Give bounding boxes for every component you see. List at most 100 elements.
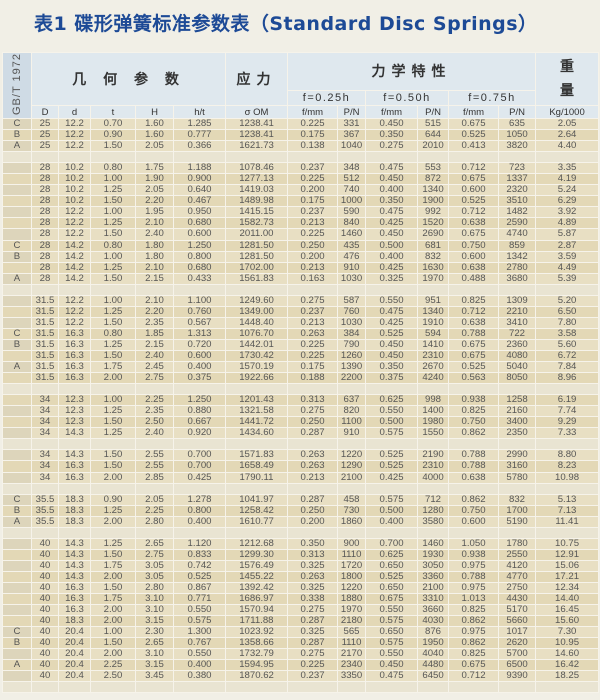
cell-stress: 1570.94 [225,604,289,617]
cell-f-050: 0.550 [365,648,419,661]
cell-f-050: 0.625 [365,548,419,561]
empty-cell [172,151,227,164]
table-row: B 40 20.4 1.50 2.65 0.767 1358.66 0.287 1110 0.57… [2,637,600,650]
empty-cell [135,681,174,694]
empty-cell [31,383,59,396]
separator-row [2,438,600,451]
cell-f-025: 0.338 [287,593,339,606]
grade-cell [2,184,32,197]
cell-h-over-t: 0.366 [172,140,227,153]
cell-d-outer: 40 [31,559,59,572]
cell-d-outer: 31.5 [31,361,59,374]
empty-cell [90,526,136,539]
cell-d-inner: 16.3 [58,460,91,473]
cell-thickness: 2.00 [90,515,136,528]
cell-f-025: 0.313 [287,548,339,561]
column-header-d-inner: d [58,105,91,119]
column-header-p-025: P/N [337,105,367,119]
empty-cell [2,526,32,539]
cell-p-075: 3820 [498,140,537,153]
cell-height: 1.85 [135,327,174,340]
grade-cell: B [2,504,32,517]
cell-weight: 5.20 [535,294,600,307]
cell-h-over-t: 0.525 [172,570,227,583]
cell-thickness: 1.50 [90,581,136,595]
empty-cell [448,438,500,451]
cell-d-inner: 18.3 [58,615,91,628]
empty-cell [225,283,289,296]
cell-p-025: 2100 [337,471,367,484]
cell-f-025: 0.163 [287,272,339,285]
grade-cell: C [2,117,32,131]
cell-f-025: 0.237 [287,305,339,318]
cell-p-075: 832 [498,493,537,506]
cell-f-050: 0.450 [365,228,419,241]
cell-p-075: 5190 [498,515,537,528]
cell-d-outer: 31.5 [31,372,59,385]
cell-p-025: 384 [337,327,367,340]
cell-f-075: 0.862 [448,427,500,440]
cell-weight: 8.96 [535,372,600,385]
cell-weight: 2.87 [535,239,600,252]
cell-d-inner: 12.2 [58,217,91,230]
grade-cell [2,559,32,572]
deflection-075-header: f=0.75h [448,89,537,107]
cell-p-075: 1700 [498,504,537,517]
cell-stress: 1732.79 [225,648,289,661]
cell-h-over-t: 0.425 [172,471,227,484]
cell-p-075: 3680 [498,272,537,285]
cell-d-inner: 10.2 [58,162,91,175]
cell-p-050: 2690 [417,228,450,241]
cell-d-inner: 16.3 [58,581,91,595]
cell-weight: 14.40 [535,593,600,606]
cell-weight: 3.58 [535,327,600,340]
cell-f-075: 0.525 [448,195,500,208]
empty-cell [58,526,91,539]
cell-p-025: 900 [337,537,367,550]
cell-weight: 18.25 [535,670,600,683]
cell-f-075: 0.750 [448,239,500,252]
cell-f-050: 0.350 [365,361,419,374]
cell-p-050: 3310 [417,593,450,606]
grade-cell: A [2,140,32,153]
cell-d-inner: 16.3 [58,349,91,363]
cell-p-075: 4740 [498,228,537,241]
cell-p-050: 998 [417,394,450,407]
cell-f-075: 0.862 [448,493,500,506]
empty-cell [172,681,227,694]
table-row: 40 14.3 1.50 2.75 0.833 1299.30 0.313 1110 0.625… [2,548,600,561]
empty-cell [535,482,600,495]
cell-p-025: 565 [337,626,367,639]
cell-height: 2.35 [135,405,174,418]
empty-cell [535,438,600,451]
mechanical-header: 力学特性 [287,52,537,91]
cell-p-050: 4000 [417,471,450,484]
grade-cell: A [2,272,32,285]
cell-f-075: 0.975 [448,581,500,595]
cell-f-050: 0.650 [365,559,419,572]
cell-stress: 1281.50 [225,239,289,252]
column-header-thickness: t [90,105,136,119]
empty-cell [58,482,91,495]
cell-d-outer: 40 [31,570,59,583]
empty-cell [337,438,367,451]
table-row: B 31.5 16.3 1.25 2.15 0.720 1442.01 0.225 790 0.4… [2,338,600,351]
cell-f-075: 0.975 [448,626,500,639]
cell-f-050: 0.575 [365,615,419,628]
cell-thickness: 1.50 [90,349,136,363]
cell-p-050: 4040 [417,648,450,661]
cell-thickness: 1.75 [90,361,136,374]
separator-row [2,482,600,495]
cell-height: 1.80 [135,239,174,252]
cell-f-050: 0.575 [365,637,419,650]
table-row: 40 18.3 2.00 3.15 0.575 1711.88 0.287 2180 0.575… [2,615,600,628]
cell-d-inner: 14.2 [58,261,91,274]
page-title: 表1 碟形弹簧标准参数表（Standard Disc Springs） [34,13,538,35]
grade-cell [2,449,32,462]
cell-stress: 1277.13 [225,173,289,186]
empty-cell [337,283,367,296]
grade-cell: A [2,515,32,528]
empty-cell [535,681,600,694]
cell-f-075: 0.712 [448,206,500,219]
cell-height: 2.55 [135,449,174,462]
